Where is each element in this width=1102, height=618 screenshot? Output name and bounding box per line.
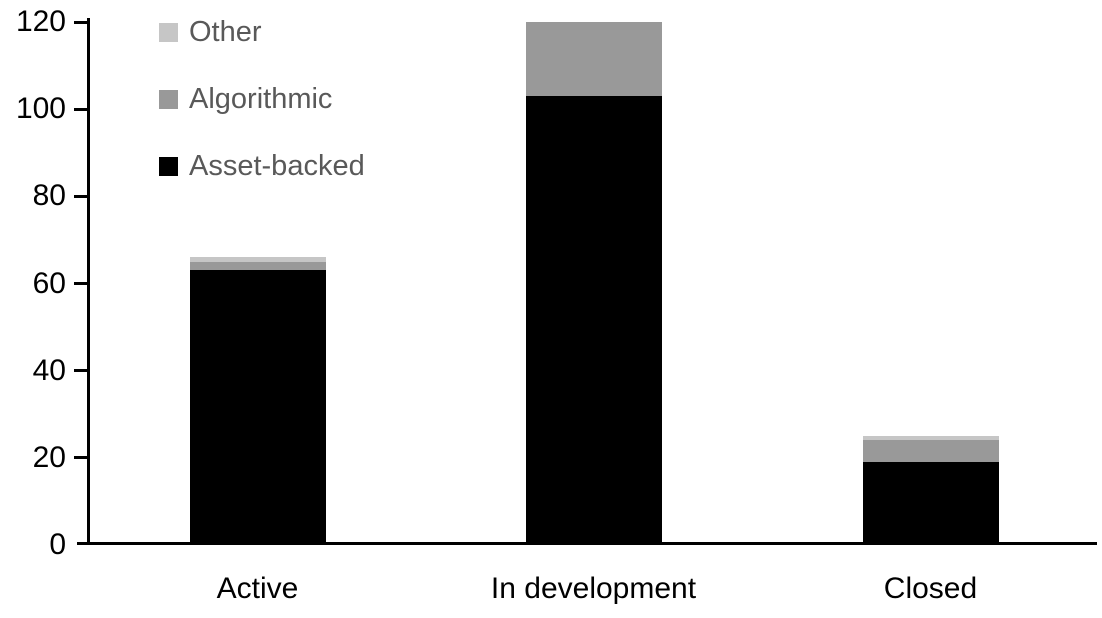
other-swatch-icon [159, 22, 178, 42]
bar-segment-algorithmic [525, 22, 662, 97]
y-axis-line [87, 18, 90, 545]
y-tick-mark [74, 20, 87, 24]
bar-segment-other [189, 257, 326, 262]
y-tick-label: 120 [15, 5, 66, 38]
x-category-label: Closed [883, 572, 978, 605]
bar-segment-asset-backed [525, 96, 662, 545]
legend-item-algorithmic: Algorithmic [159, 80, 365, 118]
y-tick-mark [74, 282, 87, 285]
asset-backed-swatch-icon [159, 156, 178, 176]
legend: Other Algorithmic Asset-backed [159, 13, 365, 214]
y-tick-label: 20 [32, 440, 66, 474]
x-category-label: In development [490, 572, 697, 605]
y-tick-label: 80 [32, 179, 66, 213]
bar-segment-algorithmic [862, 440, 999, 463]
legend-label-other: Other [189, 15, 262, 48]
bar-segment-asset-backed [862, 462, 999, 545]
y-tick-label: 0 [49, 528, 66, 561]
y-tick-label: 100 [15, 92, 66, 126]
y-tick-label: 40 [32, 353, 66, 387]
y-tick-label: 60 [32, 266, 66, 300]
legend-label-algorithmic: Algorithmic [189, 82, 333, 115]
y-tick-mark [74, 369, 87, 373]
algorithmic-swatch-icon [159, 89, 178, 109]
legend-label-asset-backed: Asset-backed [189, 149, 365, 182]
bar-segment-other [862, 436, 999, 441]
x-category-label: Active [216, 572, 299, 605]
bar-segment-algorithmic [189, 261, 326, 271]
legend-item-other: Other [159, 13, 365, 51]
y-tick-mark [74, 107, 87, 111]
bar-segment-asset-backed [189, 270, 326, 545]
y-tick-mark [74, 194, 87, 198]
legend-item-asset-backed: Asset-backed [159, 147, 365, 185]
y-tick-mark [74, 456, 87, 460]
